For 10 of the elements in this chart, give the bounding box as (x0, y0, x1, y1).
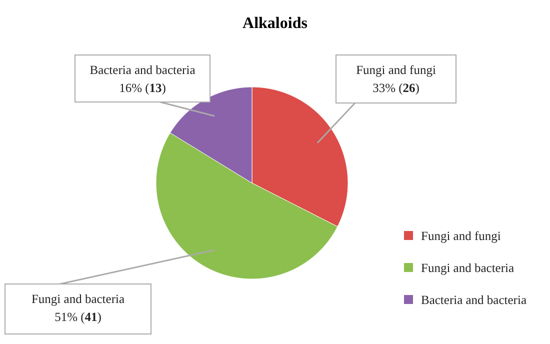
legend-label: Fungi and fungi (421, 229, 502, 243)
data-label: 51% (41) (54, 310, 102, 324)
chart-title: Alkaloids (242, 15, 308, 32)
slice-label: Bacteria and bacteria (90, 63, 196, 77)
data-label: 33% (26) (372, 81, 420, 95)
slice-label: Fungi and fungi (356, 63, 436, 77)
slice-label: Fungi and bacteria (31, 292, 125, 306)
legend-label: Fungi and bacteria (421, 261, 514, 275)
legend-label: Bacteria and bacteria (421, 293, 527, 307)
data-label: 16% (13) (119, 81, 166, 95)
